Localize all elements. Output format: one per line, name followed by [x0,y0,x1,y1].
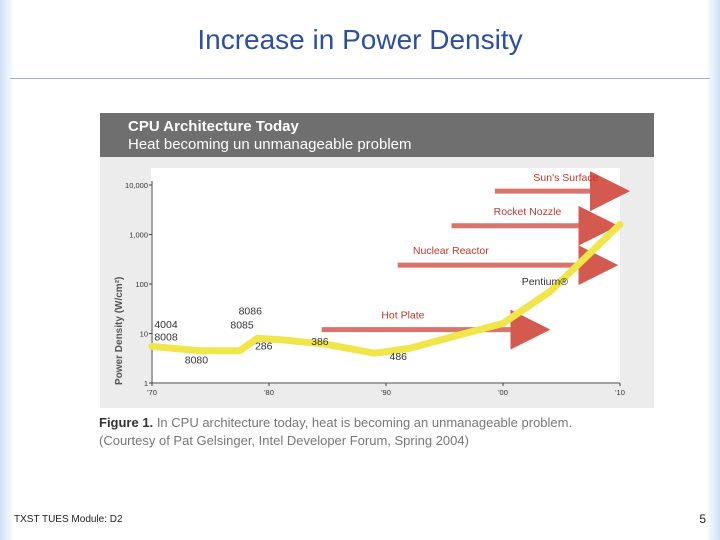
page-number: 5 [699,512,706,526]
slide-title: Increase in Power Density [197,24,523,55]
x-tick-label: '80 [264,388,274,397]
processor-label: 4004 [154,319,178,331]
processor-label: 386 [311,336,329,348]
processor-label: Pentium® [522,276,569,288]
x-tick-label: '90 [381,388,391,397]
slide-right-gradient [706,0,720,540]
reference-label: Sun's Surface [533,172,598,184]
y-axis-title: Power Density (W/cm²) [114,277,125,385]
y-tick-label: 1 [144,379,148,388]
x-tick-label: '00 [498,388,508,397]
slide-left-gradient [0,0,14,540]
processor-label: 8080 [185,354,209,366]
caption-text: In CPU architecture today, heat is becom… [156,415,573,430]
power-density-chart: Power Density (W/cm²) 1 10 100 1,000 10,000 '… [114,171,630,397]
x-tick-label: '10 [615,388,625,397]
slide-footer: TXST TUES Module: D2 [14,514,123,525]
figure-banner: CPU Architecture Today Heat becoming un … [100,113,654,157]
title-divider [10,78,710,79]
processor-label: 8085 [230,320,254,332]
power-density-curve [148,220,624,357]
y-tick-label: 10 [140,330,148,339]
figure-caption: Figure 1. In CPU architecture today, hea… [99,414,659,450]
y-tick-label: 100 [135,280,148,289]
caption-label: Figure 1. [99,415,154,430]
reference-label: Rocket Nozzle [494,206,562,218]
banner-title: CPU Architecture Today [128,118,299,135]
reference-label: Hot Plate [381,310,424,322]
banner-subtitle: Heat becoming un unmanageable problem [128,136,412,153]
processor-label: 8008 [154,331,178,343]
caption-credit: (Courtesy of Pat Gelsinger, Intel Develo… [99,433,469,448]
processor-label: 8086 [239,306,263,318]
y-tick-label: 1,000 [129,231,148,240]
processor-label: 286 [255,340,273,352]
reference-label: Nuclear Reactor [413,245,489,257]
y-tick-label: 10,000 [125,181,148,190]
processor-label: 486 [390,351,408,363]
x-tick-label: '70 [147,388,157,397]
figure-panel: CPU Architecture Today Heat becoming un … [100,113,654,408]
